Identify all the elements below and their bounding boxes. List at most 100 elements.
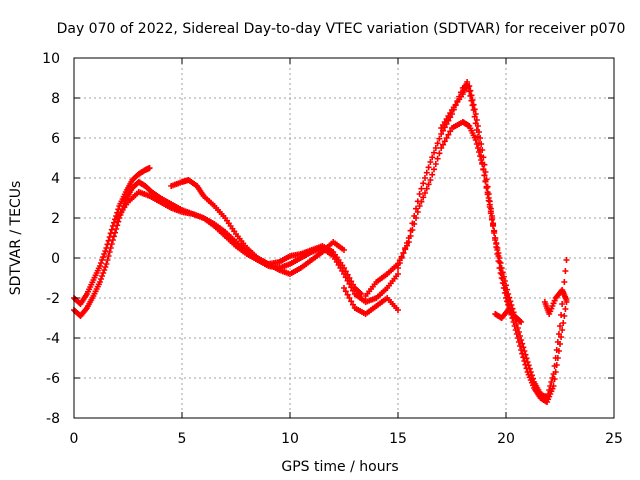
y-tick-label: 4 (51, 171, 60, 187)
data-point-marker (441, 138, 448, 145)
data-point-marker (440, 141, 446, 148)
data-point-marker (98, 276, 104, 282)
data-point-marker (344, 291, 351, 298)
data-point-marker (350, 301, 356, 308)
data-point-marker (100, 254, 107, 260)
data-point-marker (500, 285, 507, 291)
data-point-marker (563, 257, 570, 263)
chart-title: Day 070 of 2022, Sidereal Day-to-day VTE… (57, 21, 626, 37)
data-point-marker (103, 261, 110, 267)
data-point-marker (100, 270, 107, 276)
data-point-marker (418, 185, 425, 192)
data-point-marker (488, 216, 495, 223)
data-point-marker (402, 245, 409, 251)
data-point-marker (479, 159, 486, 166)
data-point-marker (494, 245, 501, 251)
data-point-marker (429, 171, 436, 178)
data-point-marker (110, 219, 117, 226)
data-point-marker (108, 226, 115, 233)
data-point-marker (520, 344, 527, 351)
y-tick-label: 6 (51, 131, 60, 147)
data-point-marker (555, 331, 562, 337)
data-point-marker (501, 290, 508, 296)
data-point-marker (495, 258, 502, 264)
data-point-marker (411, 213, 418, 219)
axis-ticks: 0 5 10 15 20 25 -8 -6 -4 -2 0 2 4 6 8 10 (42, 51, 623, 447)
data-point-marker (105, 237, 112, 244)
data-point-marker (344, 277, 351, 284)
data-point-marker (528, 372, 535, 379)
data-point-marker (474, 133, 481, 140)
data-point-marker (478, 153, 485, 160)
data-point-marker (477, 147, 484, 153)
data-point-marker (563, 297, 570, 303)
data-point-marker (496, 255, 503, 261)
data-point-marker (467, 93, 474, 99)
data-points (71, 79, 570, 405)
data-point-marker (481, 172, 488, 179)
data-point-marker (519, 340, 526, 347)
data-point-marker (562, 306, 569, 312)
data-point-marker (398, 255, 405, 261)
data-point-marker (526, 365, 533, 372)
data-point-marker (504, 286, 511, 293)
data-point-marker (468, 97, 475, 104)
data-point-marker (425, 181, 432, 188)
data-point-marker (106, 249, 113, 255)
data-point-marker (515, 329, 522, 335)
data-point-marker (425, 164, 432, 171)
x-tick-label: 25 (605, 431, 623, 447)
data-point-marker (416, 191, 423, 197)
data-point-marker (485, 197, 492, 204)
y-tick-label: 10 (42, 51, 60, 67)
data-point-marker (423, 185, 430, 192)
data-point-marker (413, 205, 419, 212)
data-point-marker (434, 140, 441, 147)
data-point-marker (547, 383, 554, 389)
data-point-marker (346, 295, 353, 301)
data-point-marker (434, 155, 441, 162)
data-point-marker (471, 113, 478, 120)
data-point-marker (486, 204, 493, 210)
data-point-marker (404, 240, 410, 246)
data-point-marker (414, 198, 421, 205)
data-point-marker (504, 298, 511, 305)
data-point-marker (518, 337, 525, 343)
grid-lines (74, 58, 614, 418)
data-point-marker (348, 298, 355, 305)
data-point-marker (553, 347, 560, 353)
data-point-marker (493, 244, 500, 250)
data-point-marker (104, 257, 111, 263)
data-point-marker (395, 271, 401, 277)
data-point-marker (432, 161, 439, 167)
data-point-marker (98, 260, 104, 266)
data-point-marker (492, 237, 499, 243)
data-point-marker (470, 107, 477, 113)
data-point-marker (431, 166, 437, 173)
data-point-marker (514, 325, 521, 331)
data-point-marker (494, 251, 501, 257)
data-point-marker (487, 210, 494, 217)
data-point-marker (559, 301, 566, 307)
y-tick-label: -6 (46, 371, 60, 387)
data-point-marker (104, 241, 111, 248)
data-point-marker (427, 177, 434, 183)
data-point-marker (513, 321, 520, 327)
data-point-marker (105, 253, 112, 259)
data-point-marker (102, 264, 109, 270)
data-point-marker (472, 120, 479, 127)
data-point-marker (523, 355, 530, 362)
data-point-marker (102, 248, 109, 254)
data-point-marker (407, 227, 414, 234)
data-point-marker (465, 83, 472, 90)
data-point-marker (480, 166, 487, 172)
data-point-marker (473, 127, 480, 133)
data-point-marker (99, 273, 106, 279)
data-point-marker (530, 375, 536, 382)
data-point-marker (524, 359, 531, 365)
data-point-marker (517, 333, 524, 339)
data-point-marker (447, 128, 454, 135)
data-point-marker (96, 279, 103, 285)
data-point-marker (551, 363, 558, 369)
